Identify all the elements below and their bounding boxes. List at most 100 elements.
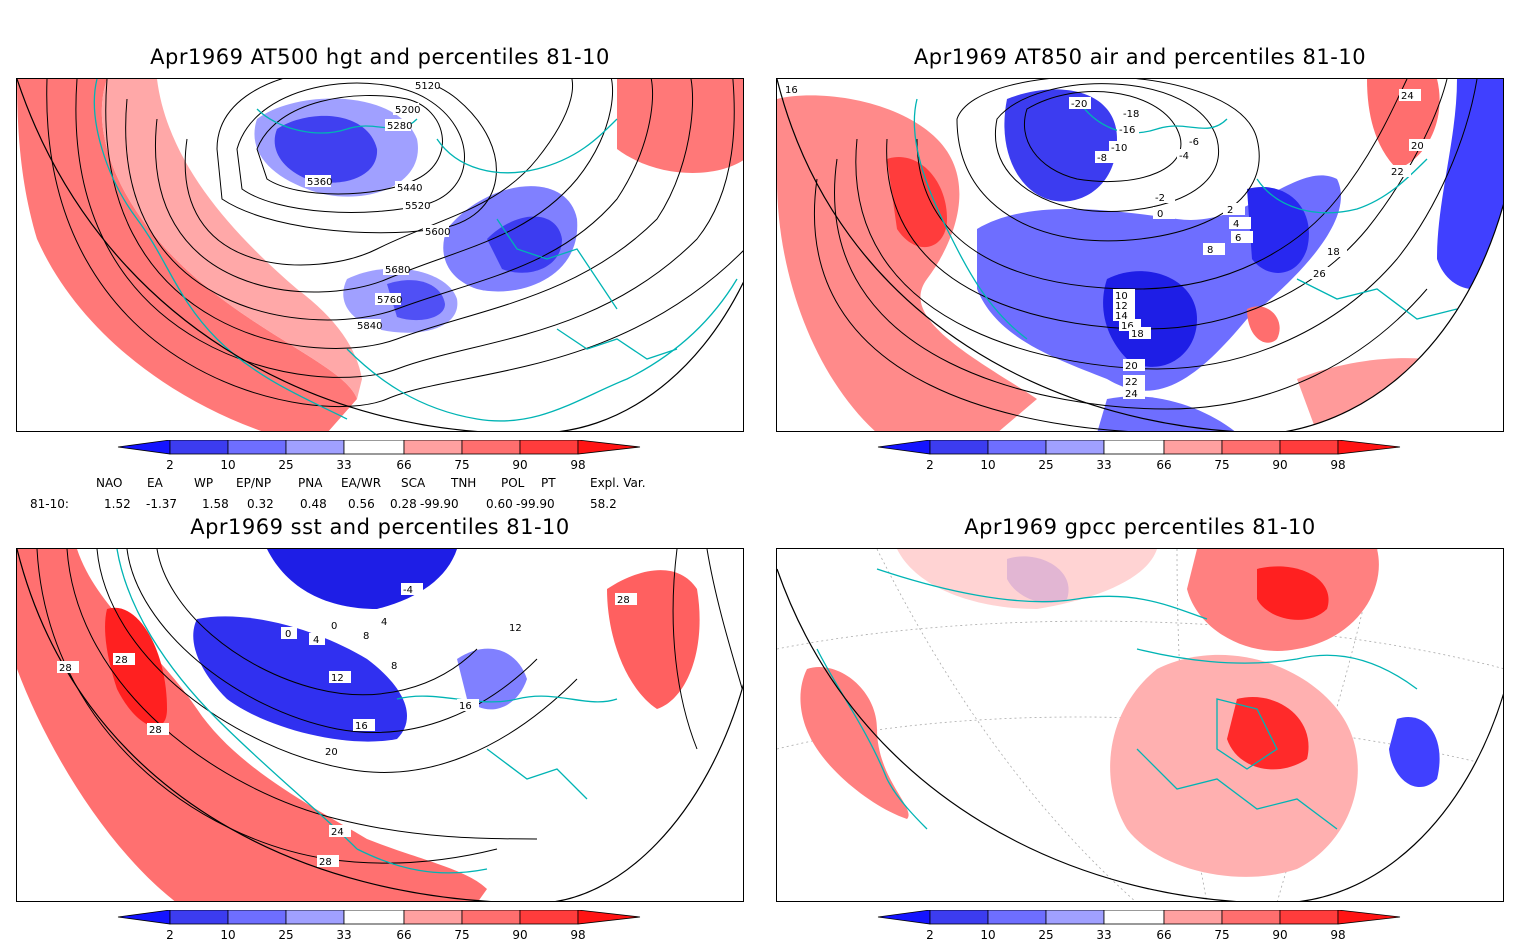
svg-text:0: 0 bbox=[331, 621, 337, 632]
svg-text:12: 12 bbox=[1115, 301, 1128, 312]
air-contours bbox=[814, 79, 1478, 431]
colorbar-tick-label: 33 bbox=[1096, 458, 1111, 472]
colorbar-segment bbox=[519, 910, 579, 925]
colorbar-tick-label: 90 bbox=[512, 928, 527, 942]
colorbar-segment bbox=[461, 910, 521, 925]
svg-text:28: 28 bbox=[149, 725, 162, 736]
map-sst: 0 4 0 8 12 16 20 24 28 28 28 28 -4 4 8 1… bbox=[16, 548, 744, 902]
colorbar-tick-label: 75 bbox=[1214, 928, 1229, 942]
svg-text:10: 10 bbox=[1115, 291, 1128, 302]
colorbar-2: 2 10 25 33 66 75 90 98 bbox=[877, 440, 1401, 472]
colorbar-segment bbox=[1279, 910, 1339, 925]
colorbar-tick-label: 66 bbox=[1156, 928, 1171, 942]
index-value: -99.90 bbox=[516, 497, 555, 511]
svg-text:-2: -2 bbox=[1155, 193, 1165, 204]
index-header: NAO bbox=[96, 476, 123, 490]
anomaly-warm-east bbox=[617, 79, 743, 173]
map-air-svg: -20 -18 -16 -10 -8 -6 -4 -2 0 2 4 6 8 10… bbox=[777, 79, 1503, 431]
anomaly-cold-north bbox=[1004, 89, 1117, 202]
air-contour-labels: -20 -18 -16 -10 -8 -6 -4 -2 0 2 4 6 8 10… bbox=[783, 83, 1431, 400]
colorbar-arrow-high bbox=[1337, 910, 1401, 925]
index-value: -99.90 bbox=[420, 497, 459, 511]
svg-text:16: 16 bbox=[1121, 321, 1134, 332]
anomaly-cold-east bbox=[1437, 79, 1503, 290]
svg-text:28: 28 bbox=[115, 655, 128, 666]
svg-text:8: 8 bbox=[363, 631, 369, 642]
colorbar-segment bbox=[169, 910, 229, 925]
colorbar-segment bbox=[1045, 910, 1105, 925]
map-gpcc-svg bbox=[777, 549, 1503, 901]
colorbar-segment bbox=[227, 440, 287, 455]
colorbar-arrow-low bbox=[117, 440, 171, 455]
colorbar-segment bbox=[987, 910, 1047, 925]
index-header: Expl. Var. bbox=[590, 476, 646, 490]
index-value: 0.28 bbox=[390, 497, 417, 511]
contour-label: 5280 bbox=[387, 121, 412, 132]
svg-text:22: 22 bbox=[1125, 377, 1138, 388]
colorbar-tick-label: 90 bbox=[512, 458, 527, 472]
colorbar-segment bbox=[403, 440, 463, 455]
colorbar-tick-label: 10 bbox=[220, 928, 235, 942]
svg-text:16: 16 bbox=[355, 721, 368, 732]
index-header: PNA bbox=[298, 476, 323, 490]
svg-text:2: 2 bbox=[1227, 205, 1233, 216]
index-header: EA bbox=[147, 476, 163, 490]
colorbar-tick-label: 98 bbox=[1330, 928, 1345, 942]
colorbar-tick-label: 2 bbox=[926, 458, 934, 472]
contour-label: 5360 bbox=[307, 177, 332, 188]
contour-label: 5760 bbox=[377, 295, 402, 306]
svg-text:-6: -6 bbox=[1189, 137, 1199, 148]
svg-text:-10: -10 bbox=[1111, 143, 1127, 154]
index-value: 0.56 bbox=[348, 497, 375, 511]
map-hgt-svg: 5120 5200 5280 5360 5440 5520 5600 5680 … bbox=[17, 79, 743, 431]
svg-text:26: 26 bbox=[1313, 269, 1326, 280]
colorbar-tick-label: 90 bbox=[1272, 458, 1287, 472]
svg-text:24: 24 bbox=[331, 827, 344, 838]
colorbar-tick-label: 66 bbox=[396, 928, 411, 942]
anomaly-warm-west bbox=[17, 79, 357, 431]
svg-text:20: 20 bbox=[1125, 361, 1138, 372]
colorbar-3: 2 10 25 33 66 75 90 98 bbox=[117, 910, 641, 942]
colorbar-arrow-low bbox=[877, 910, 931, 925]
anomaly-cold-center bbox=[193, 616, 407, 742]
map-gpcc bbox=[776, 548, 1504, 902]
map-hgt: 5120 5200 5280 5360 5440 5520 5600 5680 … bbox=[16, 78, 744, 432]
colorbar-arrow-high bbox=[577, 440, 641, 455]
colorbar-tick-label: 75 bbox=[454, 928, 469, 942]
svg-text:0: 0 bbox=[1157, 209, 1163, 220]
svg-text:24: 24 bbox=[1125, 389, 1138, 400]
anomaly-warm-west-light bbox=[101, 79, 362, 399]
index-header: TNH bbox=[451, 476, 477, 490]
hgt-contour-labels: 5120 5200 5280 5360 5440 5520 5600 5680 … bbox=[305, 79, 450, 332]
svg-text:-4: -4 bbox=[403, 585, 413, 596]
colorbar-arrow-low bbox=[117, 910, 171, 925]
contour-label: 5200 bbox=[395, 105, 420, 116]
panel-title-sst: Apr1969 sst and percentiles 81-10 bbox=[190, 515, 570, 539]
colorbar-tick-label: 25 bbox=[1038, 458, 1053, 472]
colorbar-segment bbox=[1103, 910, 1165, 925]
map-sst-svg: 0 4 0 8 12 16 20 24 28 28 28 28 -4 4 8 1… bbox=[17, 549, 743, 901]
colorbar-segment bbox=[1103, 440, 1165, 455]
svg-text:28: 28 bbox=[59, 663, 72, 674]
colorbar-segment bbox=[343, 440, 405, 455]
colorbar-tick-label: 33 bbox=[336, 928, 351, 942]
colorbar-tick-label: 98 bbox=[1330, 458, 1345, 472]
colorbar-tick-label: 10 bbox=[980, 928, 995, 942]
colorbar-arrow-high bbox=[577, 910, 641, 925]
colorbar-tick-label: 2 bbox=[166, 928, 174, 942]
svg-text:20: 20 bbox=[1411, 141, 1424, 152]
colorbar-tick-label: 98 bbox=[570, 928, 585, 942]
svg-text:4: 4 bbox=[381, 617, 387, 628]
svg-text:28: 28 bbox=[319, 857, 332, 868]
colorbar-segment bbox=[1163, 910, 1223, 925]
contour-label: 5840 bbox=[357, 321, 382, 332]
colorbar-tick-label: 33 bbox=[1096, 928, 1111, 942]
svg-text:18: 18 bbox=[1131, 329, 1144, 340]
colorbar-tick-label: 98 bbox=[570, 458, 585, 472]
svg-text:16: 16 bbox=[785, 85, 798, 96]
colorbar-tick-label: 10 bbox=[220, 458, 235, 472]
index-header: WP bbox=[194, 476, 214, 490]
colorbar-segment bbox=[929, 440, 989, 455]
precip-wet-americas bbox=[800, 667, 909, 819]
colorbar-tick-label: 2 bbox=[926, 928, 934, 942]
